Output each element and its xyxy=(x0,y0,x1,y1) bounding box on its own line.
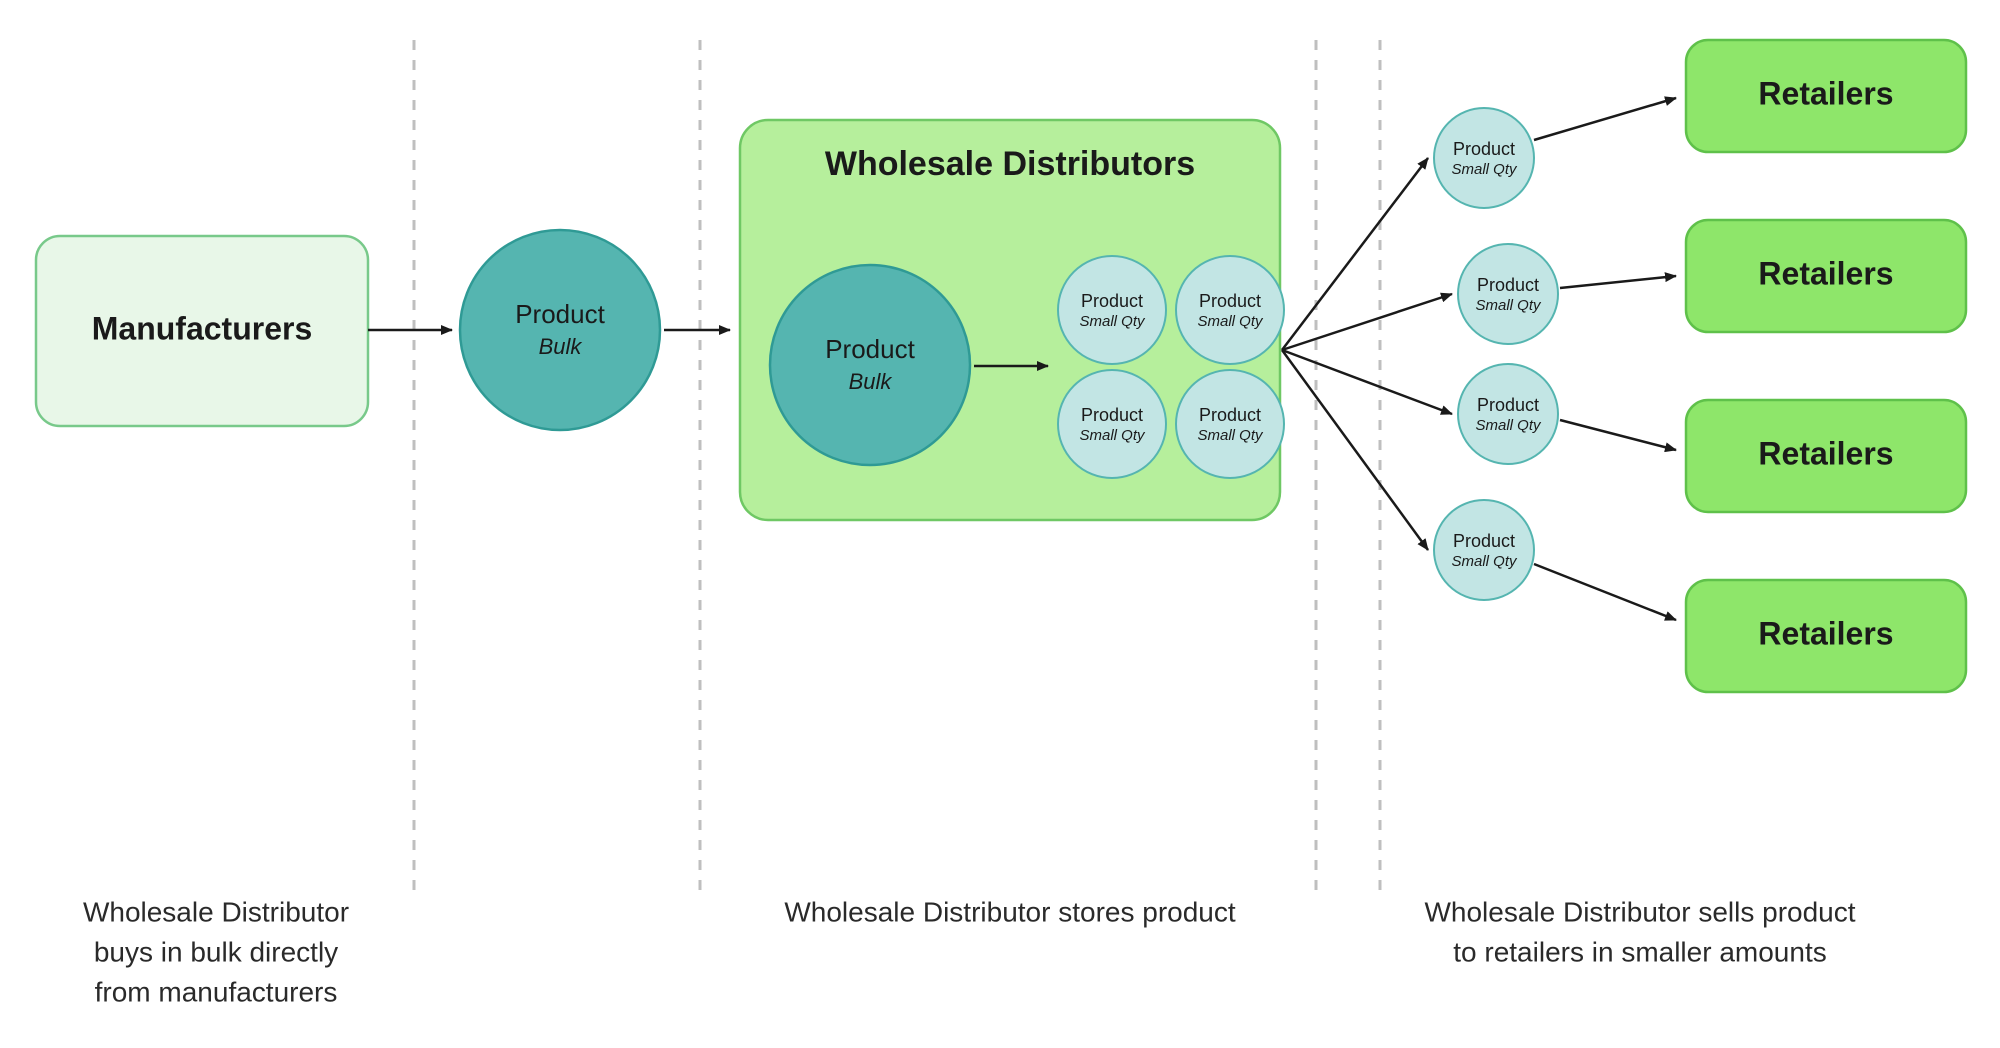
small-qty-sublabel: Small Qty xyxy=(1451,553,1518,570)
section-caption: Wholesale Distributor xyxy=(83,896,349,927)
section-caption: to retailers in smaller amounts xyxy=(1453,936,1826,967)
flow-arrow xyxy=(1534,98,1676,140)
section-caption: from manufacturers xyxy=(95,976,338,1007)
inner-bulk-sublabel: Bulk xyxy=(849,369,893,394)
flow-arrow xyxy=(1282,158,1428,350)
flow-arrow xyxy=(1560,420,1676,450)
small-qty-label: Product xyxy=(1477,395,1539,415)
section-caption: Wholesale Distributor stores product xyxy=(784,896,1236,927)
flow-arrow xyxy=(1282,350,1452,414)
section-caption: Wholesale Distributor sells product xyxy=(1424,896,1855,927)
section-caption: buys in bulk directly xyxy=(94,936,338,967)
small-qty-label: Product xyxy=(1199,405,1261,425)
distributor-title: Wholesale Distributors xyxy=(825,145,1195,183)
small-qty-label: Product xyxy=(1199,291,1261,311)
product-bulk-label: Product xyxy=(515,299,605,329)
manufacturers-label: Manufacturers xyxy=(92,310,313,346)
flow-arrow xyxy=(1282,294,1452,350)
flow-arrow xyxy=(1560,276,1676,288)
small-qty-label: Product xyxy=(1453,139,1515,159)
small-qty-label: Product xyxy=(1453,531,1515,551)
small-qty-label: Product xyxy=(1081,405,1143,425)
retailer-label: Retailers xyxy=(1758,255,1893,291)
retailer-label: Retailers xyxy=(1758,75,1893,111)
small-qty-sublabel: Small Qty xyxy=(1475,417,1542,434)
small-qty-sublabel: Small Qty xyxy=(1475,297,1542,314)
small-qty-sublabel: Small Qty xyxy=(1079,313,1146,330)
small-qty-sublabel: Small Qty xyxy=(1197,427,1264,444)
small-qty-label: Product xyxy=(1477,275,1539,295)
flow-arrow xyxy=(1282,350,1428,550)
flow-arrow xyxy=(1534,564,1676,620)
inner-bulk-circle xyxy=(770,265,970,465)
product-bulk-sublabel: Bulk xyxy=(539,334,583,359)
inner-bulk-label: Product xyxy=(825,334,915,364)
product-bulk-circle xyxy=(460,230,660,430)
small-qty-label: Product xyxy=(1081,291,1143,311)
small-qty-sublabel: Small Qty xyxy=(1197,313,1264,330)
small-qty-sublabel: Small Qty xyxy=(1451,161,1518,178)
small-qty-sublabel: Small Qty xyxy=(1079,427,1146,444)
distribution-flow-diagram: Manufacturers Product Bulk Wholesale Distri… xyxy=(0,0,2000,1048)
retailer-label: Retailers xyxy=(1758,615,1893,651)
retailer-label: Retailers xyxy=(1758,435,1893,471)
